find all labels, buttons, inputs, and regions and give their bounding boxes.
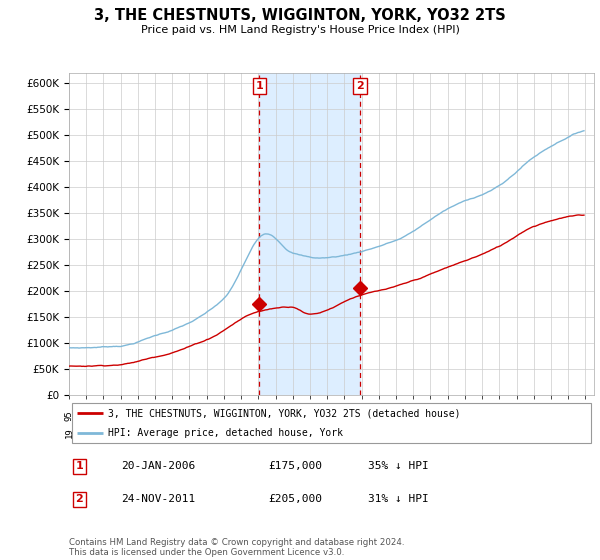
Text: 24: 24 [563, 410, 572, 421]
Text: 12: 12 [357, 410, 366, 421]
Text: 20: 20 [254, 427, 263, 438]
Text: Price paid vs. HM Land Registry's House Price Index (HPI): Price paid vs. HM Land Registry's House … [140, 25, 460, 35]
Text: 04: 04 [220, 410, 229, 421]
Text: 15: 15 [409, 410, 418, 421]
Text: 20: 20 [547, 427, 556, 438]
Text: 20: 20 [323, 427, 332, 438]
Text: 96: 96 [82, 410, 91, 421]
Text: 10: 10 [323, 410, 332, 421]
Text: 99: 99 [133, 410, 142, 421]
Text: 06: 06 [254, 410, 263, 421]
Text: 20: 20 [374, 427, 383, 438]
Text: 20: 20 [478, 427, 487, 438]
Text: 19: 19 [65, 427, 74, 438]
Text: 3, THE CHESTNUTS, WIGGINTON, YORK, YO32 2TS (detached house): 3, THE CHESTNUTS, WIGGINTON, YORK, YO32 … [109, 408, 461, 418]
Text: £205,000: £205,000 [269, 494, 323, 505]
Text: 20: 20 [563, 427, 572, 438]
Text: 20: 20 [460, 427, 469, 438]
Text: 00: 00 [151, 410, 160, 421]
Text: 14: 14 [392, 410, 401, 421]
Text: 20: 20 [340, 427, 349, 438]
Text: 03: 03 [202, 410, 211, 421]
Text: 20: 20 [305, 427, 314, 438]
Text: 1: 1 [256, 81, 263, 91]
Text: 16: 16 [426, 410, 435, 421]
Text: 98: 98 [116, 410, 125, 421]
Text: 2: 2 [76, 494, 83, 505]
Text: 97: 97 [99, 410, 108, 421]
Text: 20: 20 [185, 427, 194, 438]
Text: 1: 1 [76, 461, 83, 472]
Text: HPI: Average price, detached house, York: HPI: Average price, detached house, York [109, 428, 343, 438]
Text: 19: 19 [82, 427, 91, 438]
Text: 24-NOV-2011: 24-NOV-2011 [121, 494, 196, 505]
FancyBboxPatch shape [71, 403, 592, 444]
Text: 08: 08 [288, 410, 297, 421]
Text: 02: 02 [185, 410, 194, 421]
Text: 20: 20 [220, 427, 229, 438]
Bar [259, 73, 360, 395]
Text: 20: 20 [495, 410, 504, 421]
Text: 17: 17 [443, 410, 452, 421]
Text: 20: 20 [443, 427, 452, 438]
Text: 20: 20 [581, 427, 590, 438]
Text: 19: 19 [116, 427, 125, 438]
Text: 11: 11 [340, 410, 349, 421]
Text: 19: 19 [99, 427, 108, 438]
Text: 20: 20 [271, 427, 280, 438]
Text: 20: 20 [512, 427, 521, 438]
Text: 3, THE CHESTNUTS, WIGGINTON, YORK, YO32 2TS: 3, THE CHESTNUTS, WIGGINTON, YORK, YO32 … [94, 8, 506, 24]
Text: 05: 05 [236, 410, 245, 421]
Text: 95: 95 [65, 410, 74, 421]
Text: 21: 21 [512, 410, 521, 421]
Text: 01: 01 [168, 410, 177, 421]
Text: 20: 20 [357, 427, 366, 438]
Text: 13: 13 [374, 410, 383, 421]
Text: 35% ↓ HPI: 35% ↓ HPI [368, 461, 429, 472]
Text: 19: 19 [133, 427, 142, 438]
Text: 20: 20 [288, 427, 297, 438]
Text: 18: 18 [460, 410, 469, 421]
Text: 20: 20 [236, 427, 245, 438]
Text: 20: 20 [426, 427, 435, 438]
Text: 07: 07 [271, 410, 280, 421]
Text: 23: 23 [547, 410, 556, 421]
Text: 20: 20 [409, 427, 418, 438]
Text: 22: 22 [529, 410, 538, 421]
Text: 09: 09 [305, 410, 314, 421]
Text: 20-JAN-2006: 20-JAN-2006 [121, 461, 196, 472]
Text: 20: 20 [529, 427, 538, 438]
Text: 20: 20 [151, 427, 160, 438]
Text: 31% ↓ HPI: 31% ↓ HPI [368, 494, 429, 505]
Text: 20: 20 [168, 427, 177, 438]
Text: 20: 20 [202, 427, 211, 438]
Text: £175,000: £175,000 [269, 461, 323, 472]
Text: 2: 2 [356, 81, 364, 91]
Text: 19: 19 [478, 410, 487, 421]
Text: 20: 20 [495, 427, 504, 438]
Text: 25: 25 [581, 410, 590, 421]
Text: 20: 20 [392, 427, 401, 438]
Text: Contains HM Land Registry data © Crown copyright and database right 2024.
This d: Contains HM Land Registry data © Crown c… [69, 538, 404, 557]
